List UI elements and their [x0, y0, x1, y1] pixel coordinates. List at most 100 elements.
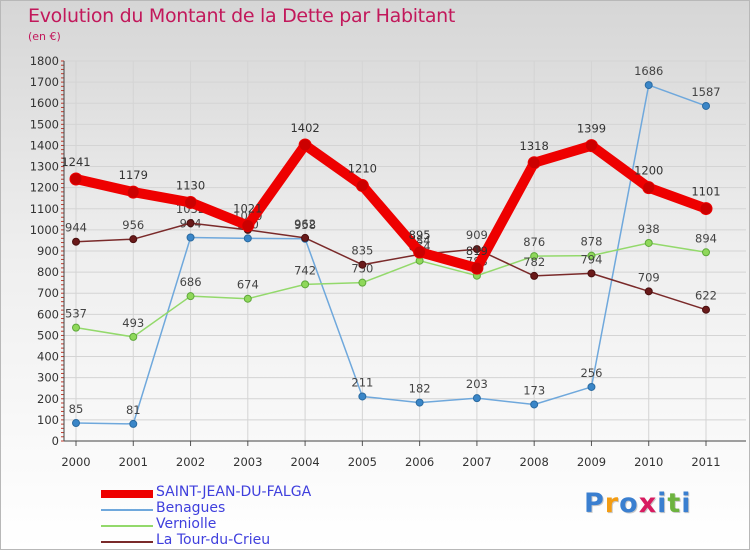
data-label: 256 — [580, 366, 602, 380]
chart-unit-label: (en €) — [28, 30, 61, 43]
legend-item-la-tour-du-crieu: La Tour-du-Crieu — [101, 532, 401, 549]
y-tick-label: 1400 — [30, 138, 59, 152]
logo-letter: r — [604, 488, 620, 519]
data-point — [584, 139, 598, 153]
data-label: 674 — [237, 278, 259, 292]
data-label: 1318 — [520, 139, 549, 153]
y-tick-label: 900 — [37, 244, 59, 258]
data-point — [642, 181, 656, 195]
legend-swatch — [101, 525, 153, 527]
data-point — [298, 138, 312, 152]
x-tick-label: 2001 — [119, 455, 148, 469]
x-tick-label: 2011 — [691, 455, 720, 469]
y-tick-label: 400 — [37, 350, 59, 364]
data-point — [129, 332, 138, 341]
data-point — [72, 419, 80, 428]
data-label: 1200 — [634, 164, 663, 178]
legend-swatch — [101, 490, 153, 498]
data-label: 876 — [523, 235, 545, 249]
data-label: 1210 — [348, 162, 377, 176]
data-point — [72, 323, 80, 332]
data-point — [186, 219, 195, 228]
legend-item-verniolle: Verniolle — [101, 516, 401, 533]
series-line-0 — [71, 140, 711, 274]
data-point — [472, 245, 481, 254]
y-tick-label: 1100 — [30, 202, 59, 216]
y-tick-label: 0 — [52, 434, 59, 448]
data-label: 742 — [294, 263, 316, 277]
y-tick-label: 1300 — [30, 160, 59, 174]
y-tick-label: 300 — [37, 371, 59, 385]
logo-letter: x — [638, 488, 658, 519]
data-label: 1686 — [634, 64, 663, 78]
proxiti-logo: Proxiti — [584, 488, 692, 519]
legend-item-benagues: Benagues — [101, 500, 401, 517]
y-tick-label: 1200 — [30, 181, 59, 195]
data-label: 622 — [695, 289, 717, 303]
chart-title: Evolution du Montant de la Dette par Hab… — [28, 5, 456, 27]
data-point — [415, 398, 424, 407]
data-label: 895 — [409, 228, 431, 242]
x-tick-label: 2008 — [520, 455, 549, 469]
data-point — [301, 233, 310, 242]
x-tick-label: 2003 — [233, 455, 262, 469]
data-point — [69, 172, 83, 186]
legend-swatch — [101, 509, 153, 511]
data-point — [587, 269, 596, 278]
data-point — [241, 218, 255, 232]
logo-letter: t — [667, 488, 682, 519]
data-label: 909 — [466, 228, 488, 242]
x-tick-label: 2010 — [634, 455, 663, 469]
data-label: 1179 — [119, 168, 148, 182]
data-label: 938 — [638, 222, 660, 236]
data-label: 1021 — [233, 201, 262, 215]
data-point — [644, 81, 653, 90]
data-label: 211 — [351, 375, 373, 389]
data-point — [527, 156, 541, 170]
data-point — [72, 237, 80, 246]
data-point — [472, 394, 481, 403]
data-point — [530, 271, 539, 280]
data-point — [470, 261, 484, 275]
data-label: 835 — [351, 244, 373, 258]
data-point — [530, 400, 539, 409]
y-tick-label: 1800 — [30, 54, 59, 68]
x-tick-label: 2006 — [405, 455, 434, 469]
series-line-2 — [75, 242, 707, 338]
data-point — [702, 248, 710, 257]
y-tick-label: 200 — [37, 392, 59, 406]
data-point — [587, 382, 596, 391]
data-label: 944 — [65, 221, 87, 235]
series-line-3 — [75, 222, 707, 311]
y-tick-label: 500 — [37, 328, 59, 342]
data-point — [301, 280, 310, 289]
y-tick-label: 1500 — [30, 117, 59, 131]
data-label: 1241 — [61, 155, 90, 169]
y-tick-label: 1600 — [30, 96, 59, 110]
x-tick-label: 2004 — [290, 455, 319, 469]
data-point — [358, 260, 367, 269]
logo-letter: i — [681, 488, 692, 519]
data-point — [186, 292, 195, 301]
data-label: 782 — [523, 255, 545, 269]
y-tick-label: 100 — [37, 413, 59, 427]
y-tick-label: 1700 — [30, 75, 59, 89]
data-point — [243, 234, 252, 243]
data-label: 1402 — [290, 121, 319, 135]
data-point — [129, 419, 138, 428]
x-tick-label: 2009 — [577, 455, 606, 469]
data-label: 709 — [638, 270, 660, 284]
data-point — [355, 179, 369, 193]
data-point — [644, 287, 653, 296]
logo-letter: P — [584, 488, 605, 519]
data-point — [702, 101, 710, 110]
legend-label: Verniolle — [156, 516, 217, 532]
data-label: 894 — [695, 231, 717, 245]
data-point — [358, 392, 367, 401]
data-label: 958 — [294, 218, 316, 232]
data-point — [699, 202, 713, 216]
y-tick-label: 1000 — [30, 223, 59, 237]
data-label: 1101 — [691, 185, 720, 199]
logo-letter: i — [657, 488, 668, 519]
data-label: 794 — [580, 252, 602, 266]
